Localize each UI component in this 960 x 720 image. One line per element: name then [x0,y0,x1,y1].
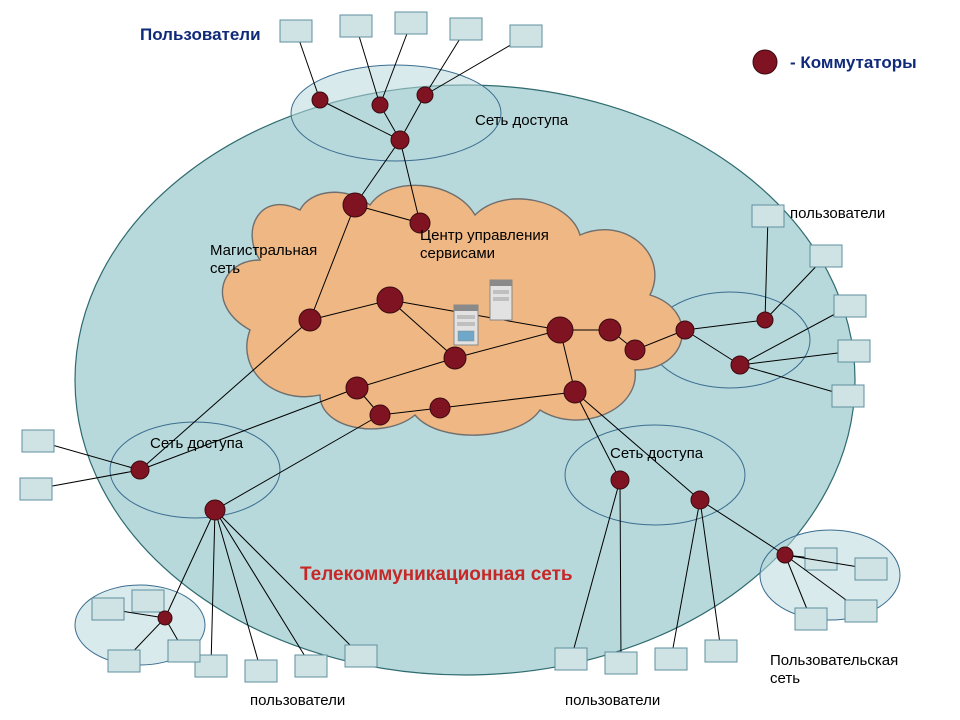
switch-node [547,317,573,343]
user-box [450,18,482,40]
switch-node [599,319,621,341]
label-access-top: Сеть доступа [475,112,569,129]
label-user-network: Пользовательская [770,652,898,669]
user-box [280,20,312,42]
user-box [855,558,887,580]
user-box [340,15,372,37]
label-users-top: Пользователи [140,25,261,44]
switch-node [391,131,409,149]
user-box [510,25,542,47]
user-box [22,430,54,452]
label-backbone: сеть [210,260,240,277]
user-box [345,645,377,667]
switch-node [370,405,390,425]
label-telecom-title: Телекоммуникационная сеть [300,564,573,585]
user-box [655,648,687,670]
switch-node [691,491,709,509]
label-control-center: сервисами [420,245,495,262]
switch-node [777,547,793,563]
user-box [295,655,327,677]
user-box [845,600,877,622]
label-users-right: пользователи [790,205,885,222]
label-backbone: Магистральная [210,242,317,259]
switch-node [430,398,450,418]
label-access-right: Сеть доступа [610,445,704,462]
switch-node [312,92,328,108]
label-users-bottom-1: пользователи [250,692,345,709]
switch-node [417,87,433,103]
switch-node [611,471,629,489]
user-box [92,598,124,620]
switch-node [343,193,367,217]
user-box [838,340,870,362]
switch-node [346,377,368,399]
switch-node [757,312,773,328]
user-box [832,385,864,407]
switch-node [625,340,645,360]
switch-node [158,611,172,625]
user-box [245,660,277,682]
user-box [168,640,200,662]
switch-node [205,500,225,520]
switch-node [299,309,321,331]
network-diagram: Пользователи - Коммутаторы Сеть доступа Маг… [0,0,960,720]
label-user-network: сеть [770,670,800,687]
legend-switch-label: - Коммутаторы [790,53,917,72]
user-box [605,652,637,674]
switch-node [131,461,149,479]
access-ellipse-right [565,425,745,525]
switch-node [753,50,777,74]
user-box [752,205,784,227]
label-control-center: Центр управления [420,227,549,244]
server-icon [454,305,478,345]
label-access-left: Сеть доступа [150,435,244,452]
user-box [705,640,737,662]
switch-node [377,287,403,313]
switch-node [564,381,586,403]
switch-node [731,356,749,374]
user-box [132,590,164,612]
user-box [834,295,866,317]
user-box [795,608,827,630]
user-box [395,12,427,34]
label-users-bottom-2: пользователи [565,692,660,709]
user-box [108,650,140,672]
server-icon [490,280,512,320]
switch-node [372,97,388,113]
user-box [810,245,842,267]
user-box [555,648,587,670]
switch-node [444,347,466,369]
switch-node [676,321,694,339]
user-box [20,478,52,500]
